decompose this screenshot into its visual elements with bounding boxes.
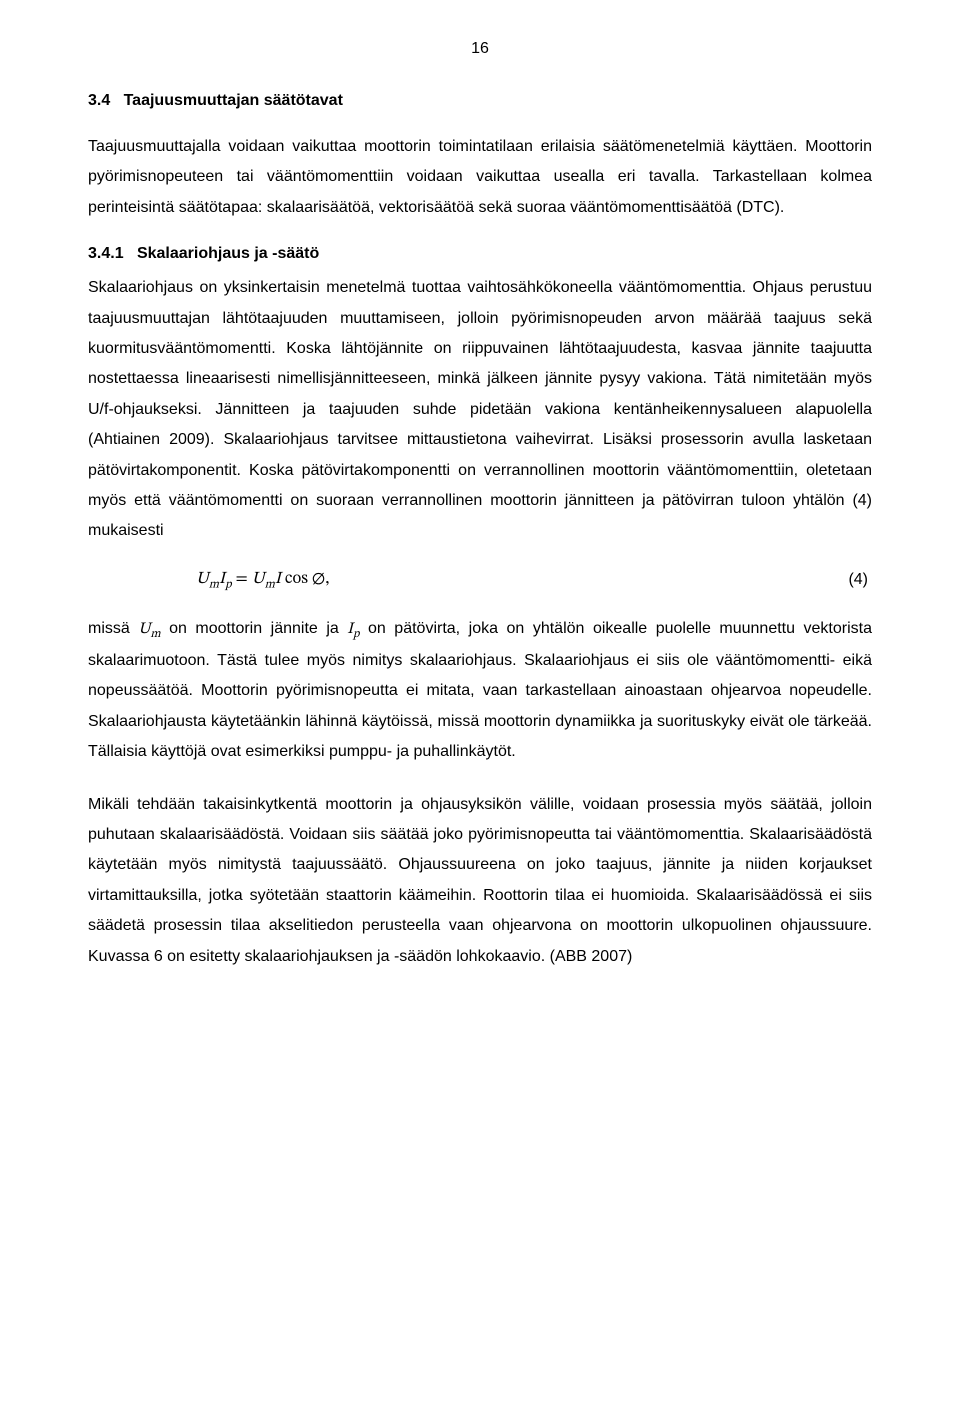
section-number: 3.4 — [88, 92, 110, 109]
subsection-number: 3.4.1 — [88, 245, 124, 262]
body-paragraph-2: missä Um on moottorin jännite ja Ip on p… — [88, 614, 872, 768]
page: 16 3.4 Taajuusmuuttajan säätötavat Taaju… — [0, 0, 960, 1415]
eq-U2: U — [252, 571, 265, 588]
equation-number: (4) — [848, 571, 872, 589]
eq-cos: cos ∅, — [281, 571, 329, 588]
inline-Um-U: U — [138, 621, 150, 637]
inline-Um-sub: m — [150, 628, 160, 640]
eq-U1: U — [196, 571, 209, 588]
para2-rest: on pätövirta, joka on yhtälön oikealle p… — [88, 620, 872, 760]
eq-eq: = — [232, 571, 252, 588]
body-paragraph-3: Mikäli tehdään takaisinkytkentä moottori… — [88, 790, 872, 972]
equation-4: UmIp = UmI cos ∅, (4) — [88, 569, 872, 592]
para2-mid1: on moottorin jännite ja — [161, 620, 348, 637]
para2-pre: missä — [88, 620, 138, 637]
section-heading: 3.4 Taajuusmuuttajan säätötavat — [88, 92, 872, 110]
section-title: Taajuusmuuttajan säätötavat — [124, 92, 343, 109]
body-paragraph-1: Skalaariohjaus on yksinkertaisin menetel… — [88, 273, 872, 547]
intro-paragraph: Taajuusmuuttajalla voidaan vaikuttaa moo… — [88, 132, 872, 223]
eq-U1-sub: m — [209, 578, 219, 590]
subsection-heading: 3.4.1 Skalaariohjaus ja -säätö — [88, 245, 872, 263]
equation-expression: UmIp = UmI cos ∅, — [196, 569, 848, 592]
eq-U2-sub: m — [265, 578, 275, 590]
subsection-title: Skalaariohjaus ja -säätö — [137, 245, 319, 262]
page-number: 16 — [88, 40, 872, 58]
